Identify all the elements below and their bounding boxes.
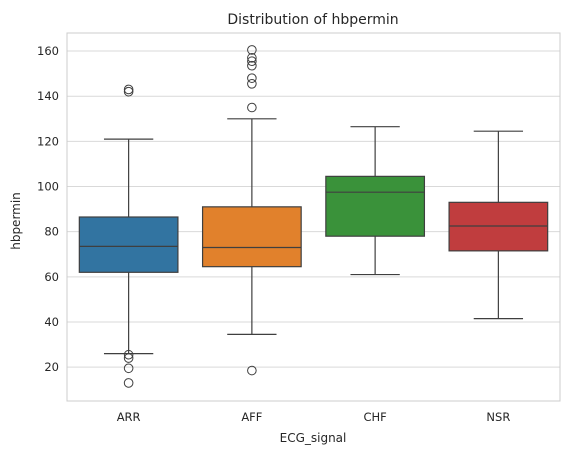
box-body [325, 175, 426, 237]
outlier-point [247, 102, 257, 113]
y-tick-label: 100 [37, 180, 59, 194]
outlier-point [123, 353, 134, 363]
x-tick-label: CHF [363, 410, 386, 424]
outlier-point [247, 60, 257, 71]
box-arr [78, 84, 179, 388]
outlier-point [123, 86, 134, 97]
y-tick-label: 80 [44, 225, 59, 239]
x-tick-label: AFF [241, 410, 262, 424]
box-body [78, 216, 179, 273]
x-tick-label: NSR [486, 410, 510, 424]
y-tick-label: 60 [44, 270, 59, 284]
outlier-point [123, 363, 134, 374]
y-axis-label: hbpermin [9, 192, 23, 250]
box-chf [325, 126, 426, 276]
y-tick-label: 20 [44, 360, 59, 374]
outlier-point [247, 45, 257, 55]
chart-title: Distribution of hbpermin [227, 12, 398, 28]
x-axis-ticks: ARR AFF CHF NSR [117, 410, 511, 424]
box-nsr [448, 130, 549, 320]
outlier-point [247, 365, 257, 376]
outlier-point [247, 78, 257, 89]
y-tick-label: 160 [37, 44, 59, 58]
x-tick-label: ARR [117, 410, 141, 424]
outlier-point [123, 84, 134, 95]
y-tick-label: 40 [44, 315, 59, 329]
y-axis-ticks: 20 40 60 80 100 120 140 160 [37, 44, 59, 374]
outlier-point [123, 378, 134, 388]
y-tick-label: 120 [37, 134, 59, 148]
outlier-point [247, 53, 257, 63]
boxes [78, 45, 549, 388]
y-tick-label: 140 [37, 89, 59, 103]
plot-frame [66, 32, 561, 402]
box-aff [201, 45, 302, 376]
outlier-point [247, 56, 257, 67]
box-body [201, 206, 302, 268]
outlier-point [247, 73, 257, 83]
outlier-point [123, 349, 134, 360]
x-axis-label: ECG_signal [280, 431, 347, 445]
